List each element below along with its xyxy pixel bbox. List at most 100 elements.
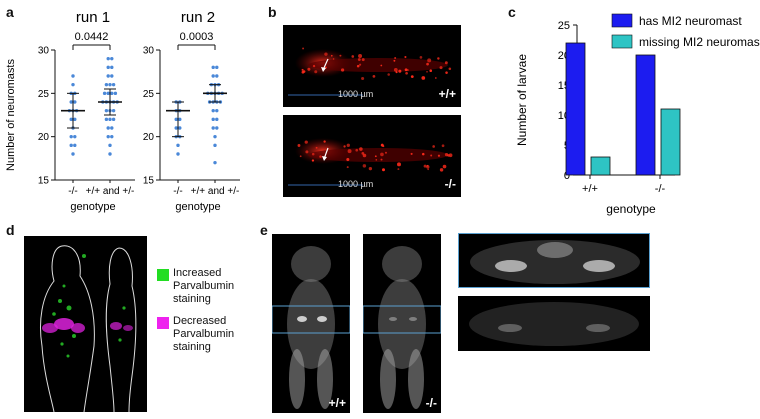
a-point-0-0 <box>69 117 73 122</box>
brain-image <box>24 236 147 412</box>
brain-outline-drawing <box>40 245 137 412</box>
fluor-dot <box>361 58 365 62</box>
fluor-dot <box>422 152 425 156</box>
a-point-1-0 <box>176 152 180 156</box>
a-point-0-1 <box>104 117 109 122</box>
a-pvalue-0: 0.0442 <box>75 31 109 43</box>
a-point-1-0 <box>178 117 182 122</box>
fluor-dot <box>404 68 408 72</box>
c-legend-swatch-1 <box>611 34 633 49</box>
a-point-0-1 <box>108 82 112 87</box>
panel-c-label: c <box>508 4 516 20</box>
a-point-0-1 <box>113 91 118 96</box>
e-genotype-left: +/+ <box>328 396 346 410</box>
a-title-0: run 1 <box>76 9 110 26</box>
fluor-dot <box>426 62 429 66</box>
a-point-0-1 <box>104 82 109 87</box>
fluor-dot <box>358 54 363 59</box>
fluor-dot <box>312 64 316 68</box>
fluor-dot <box>359 147 363 151</box>
fluor-dot <box>444 61 448 65</box>
fluor-dot <box>305 150 309 154</box>
a-point-0-0 <box>73 100 77 104</box>
a-xtick-label-0-1: +/+ and +/- <box>86 186 135 197</box>
fluor-dot <box>330 54 333 57</box>
a-point-1-0 <box>178 126 182 130</box>
panel-a-chart: Number of neuromasts run 1 0.0442 15 20 25 30 -… <box>5 9 240 213</box>
fluor-dot <box>362 153 367 158</box>
a-point-1-1 <box>215 74 219 78</box>
fluor-dot <box>357 58 361 61</box>
fluor-dot <box>421 76 426 80</box>
c-bar-0-1 <box>590 156 611 176</box>
fluor-dot <box>307 67 311 71</box>
fluor-dot <box>441 144 445 148</box>
fluor-dot <box>346 158 350 162</box>
e-genotype-right: -/- <box>425 396 437 410</box>
fluor-dot <box>397 162 401 167</box>
fluor-dot <box>301 70 305 74</box>
a-point-0-0 <box>69 143 73 148</box>
c-bar-0-0 <box>565 42 586 176</box>
fluor-dot <box>380 64 383 67</box>
a-point-1-1 <box>213 134 217 139</box>
a-point-0-0 <box>73 143 77 148</box>
a-y-axis-label: Number of neuromasts <box>5 59 17 171</box>
fluor-dot <box>361 152 365 155</box>
a-point-1-1 <box>215 108 219 113</box>
zoom-scan-wildtype <box>458 233 650 288</box>
a-point-0-1 <box>106 65 110 70</box>
a-ytick-label-1: 25 <box>143 89 155 100</box>
fluor-dot <box>380 152 384 157</box>
fluor-dot <box>439 168 444 172</box>
panel-c-chart: 0510152025Number of larvae+/+-/-genotype… <box>515 13 760 216</box>
fluor-dot <box>397 168 400 171</box>
a-point-1-1 <box>211 126 215 130</box>
a-point-0-1 <box>110 56 114 61</box>
a-point-0-1 <box>111 117 116 122</box>
a-point-0-0 <box>69 100 73 104</box>
fluor-dot <box>380 143 384 147</box>
fluor-dot <box>356 64 360 68</box>
a-point-0-1 <box>110 91 114 96</box>
fish-fluorescence-mut <box>288 138 453 186</box>
zoom-scan-mutant <box>458 296 650 351</box>
a-ytick-label-0: 30 <box>38 46 50 57</box>
fluor-dot <box>339 54 342 57</box>
a-point-0-0 <box>73 134 77 139</box>
fluor-dot <box>426 165 430 169</box>
fluor-dot <box>387 73 390 76</box>
a-ytick-label-0: 15 <box>38 176 50 187</box>
scalebar-label-top: 1000 µm <box>338 89 374 99</box>
fluor-dot <box>419 56 423 59</box>
a-point-1-1 <box>211 108 215 113</box>
fluor-dot <box>319 155 322 158</box>
a-ytick-label-1: 30 <box>143 46 155 57</box>
fluor-dot <box>423 164 427 168</box>
fluor-dot <box>311 152 315 156</box>
a-point-1-1 <box>211 65 215 70</box>
brain-scan-mut-drawing <box>363 246 441 409</box>
fluor-dot <box>393 59 396 62</box>
a-point-0-0 <box>71 82 75 87</box>
a-point-1-1 <box>215 126 219 130</box>
a-point-0-0 <box>69 134 73 139</box>
a-xtick-label-1-0: -/- <box>173 186 182 197</box>
panel-e-label: e <box>260 222 268 238</box>
panel-a-label: a <box>6 4 14 20</box>
a-point-0-1 <box>106 134 110 139</box>
a-x-axis-label-0: genotype <box>70 201 115 213</box>
a-point-0-1 <box>106 126 110 130</box>
legend-label-increased: Increased Parvalbumin staining <box>173 267 235 305</box>
fish-image-wildtype: 1000 µm +/+ <box>283 25 461 107</box>
a-point-1-1 <box>215 117 219 122</box>
fluor-dot <box>426 70 428 73</box>
a-point-1-1 <box>211 117 215 122</box>
fluor-dot <box>395 71 398 74</box>
fluor-dot <box>430 154 433 157</box>
brain-scan-wildtype: +/+ <box>272 234 350 413</box>
a-point-0-1 <box>111 82 116 87</box>
fluor-dot <box>394 56 397 59</box>
a-point-0-1 <box>110 65 114 70</box>
a-point-0-1 <box>106 74 110 78</box>
